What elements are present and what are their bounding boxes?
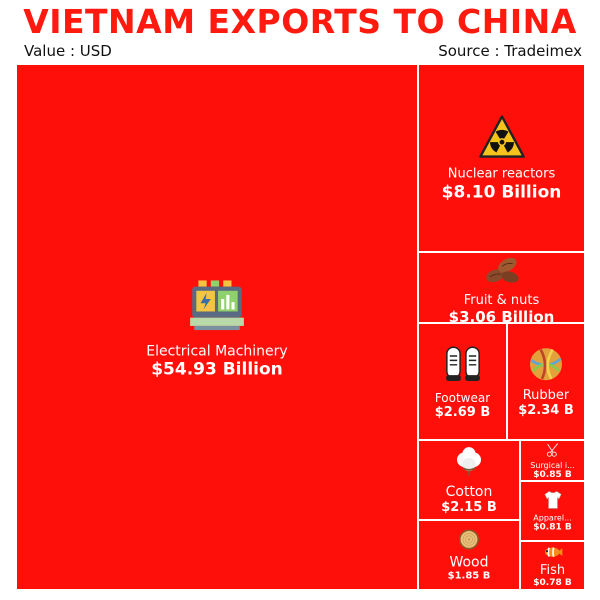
surgical-instrument-icon — [544, 441, 562, 459]
tile-value: $2.34 B — [518, 403, 574, 419]
tile-value: $2.15 B — [441, 500, 497, 516]
tile-value: $54.93 Billion — [151, 359, 283, 380]
radiation-warning-icon — [478, 113, 526, 161]
treemap-tile-surgical-i: Surgical i... $0.85 B — [520, 440, 585, 481]
tile-value: $0.78 B — [533, 578, 572, 589]
clownfish-icon — [543, 542, 563, 562]
tile-label: Cotton — [445, 484, 493, 501]
tile-label: Electrical Machinery — [146, 343, 288, 360]
tile-value: $2.69 B — [434, 405, 491, 421]
treemap-tile-footwear: Footwear $2.69 B — [418, 323, 507, 440]
rubber-band-ball-icon — [526, 344, 566, 384]
tile-label: Rubber — [522, 388, 570, 403]
tile-label: Wood — [449, 554, 489, 571]
tile-value: $1.85 B — [447, 570, 491, 582]
treemap-tile-nuclear-reactors: Nuclear reactors $8.10 Billion — [418, 64, 585, 252]
treemap-tile-electrical-machinery: Electrical Machinery $54.93 Billion — [16, 64, 418, 590]
treemap-tile-rubber: Rubber $2.34 B — [507, 323, 585, 440]
tile-label: Surgical i... — [530, 460, 575, 470]
tile-label: Footwear — [434, 391, 491, 405]
sneakers-icon — [441, 342, 485, 386]
source-note: Source : Tradeimex — [438, 42, 582, 60]
chart-title: VIETNAM EXPORTS TO CHINA — [23, 2, 577, 41]
treemap-tile-cotton: Cotton $2.15 B — [418, 440, 520, 520]
tile-value: $8.10 Billion — [441, 182, 562, 203]
nuts-icon — [482, 253, 522, 289]
treemap-tile-wood: Wood $1.85 B — [418, 520, 520, 590]
treemap-tile-fruit-nuts: Fruit & nuts $3.06 Billion — [418, 252, 585, 323]
tile-label: Fish — [539, 563, 566, 578]
treemap-tile-fish: Fish $0.78 B — [520, 541, 585, 590]
tile-label: Fruit & nuts — [463, 293, 540, 308]
shirt-icon — [542, 489, 564, 511]
electrical-machine-icon — [186, 274, 248, 336]
tile-value: $0.85 B — [533, 469, 572, 480]
cotton-boll-icon — [451, 444, 487, 480]
tile-value: $0.81 B — [533, 522, 572, 533]
value-note: Value : USD — [24, 42, 112, 60]
wood-slice-icon — [457, 527, 481, 551]
treemap-tile-apparel: Apparel... $0.81 B — [520, 481, 585, 541]
tile-value: $3.06 Billion — [448, 308, 555, 323]
tile-label: Apparel... — [533, 513, 572, 523]
tile-label: Nuclear reactors — [447, 167, 556, 182]
